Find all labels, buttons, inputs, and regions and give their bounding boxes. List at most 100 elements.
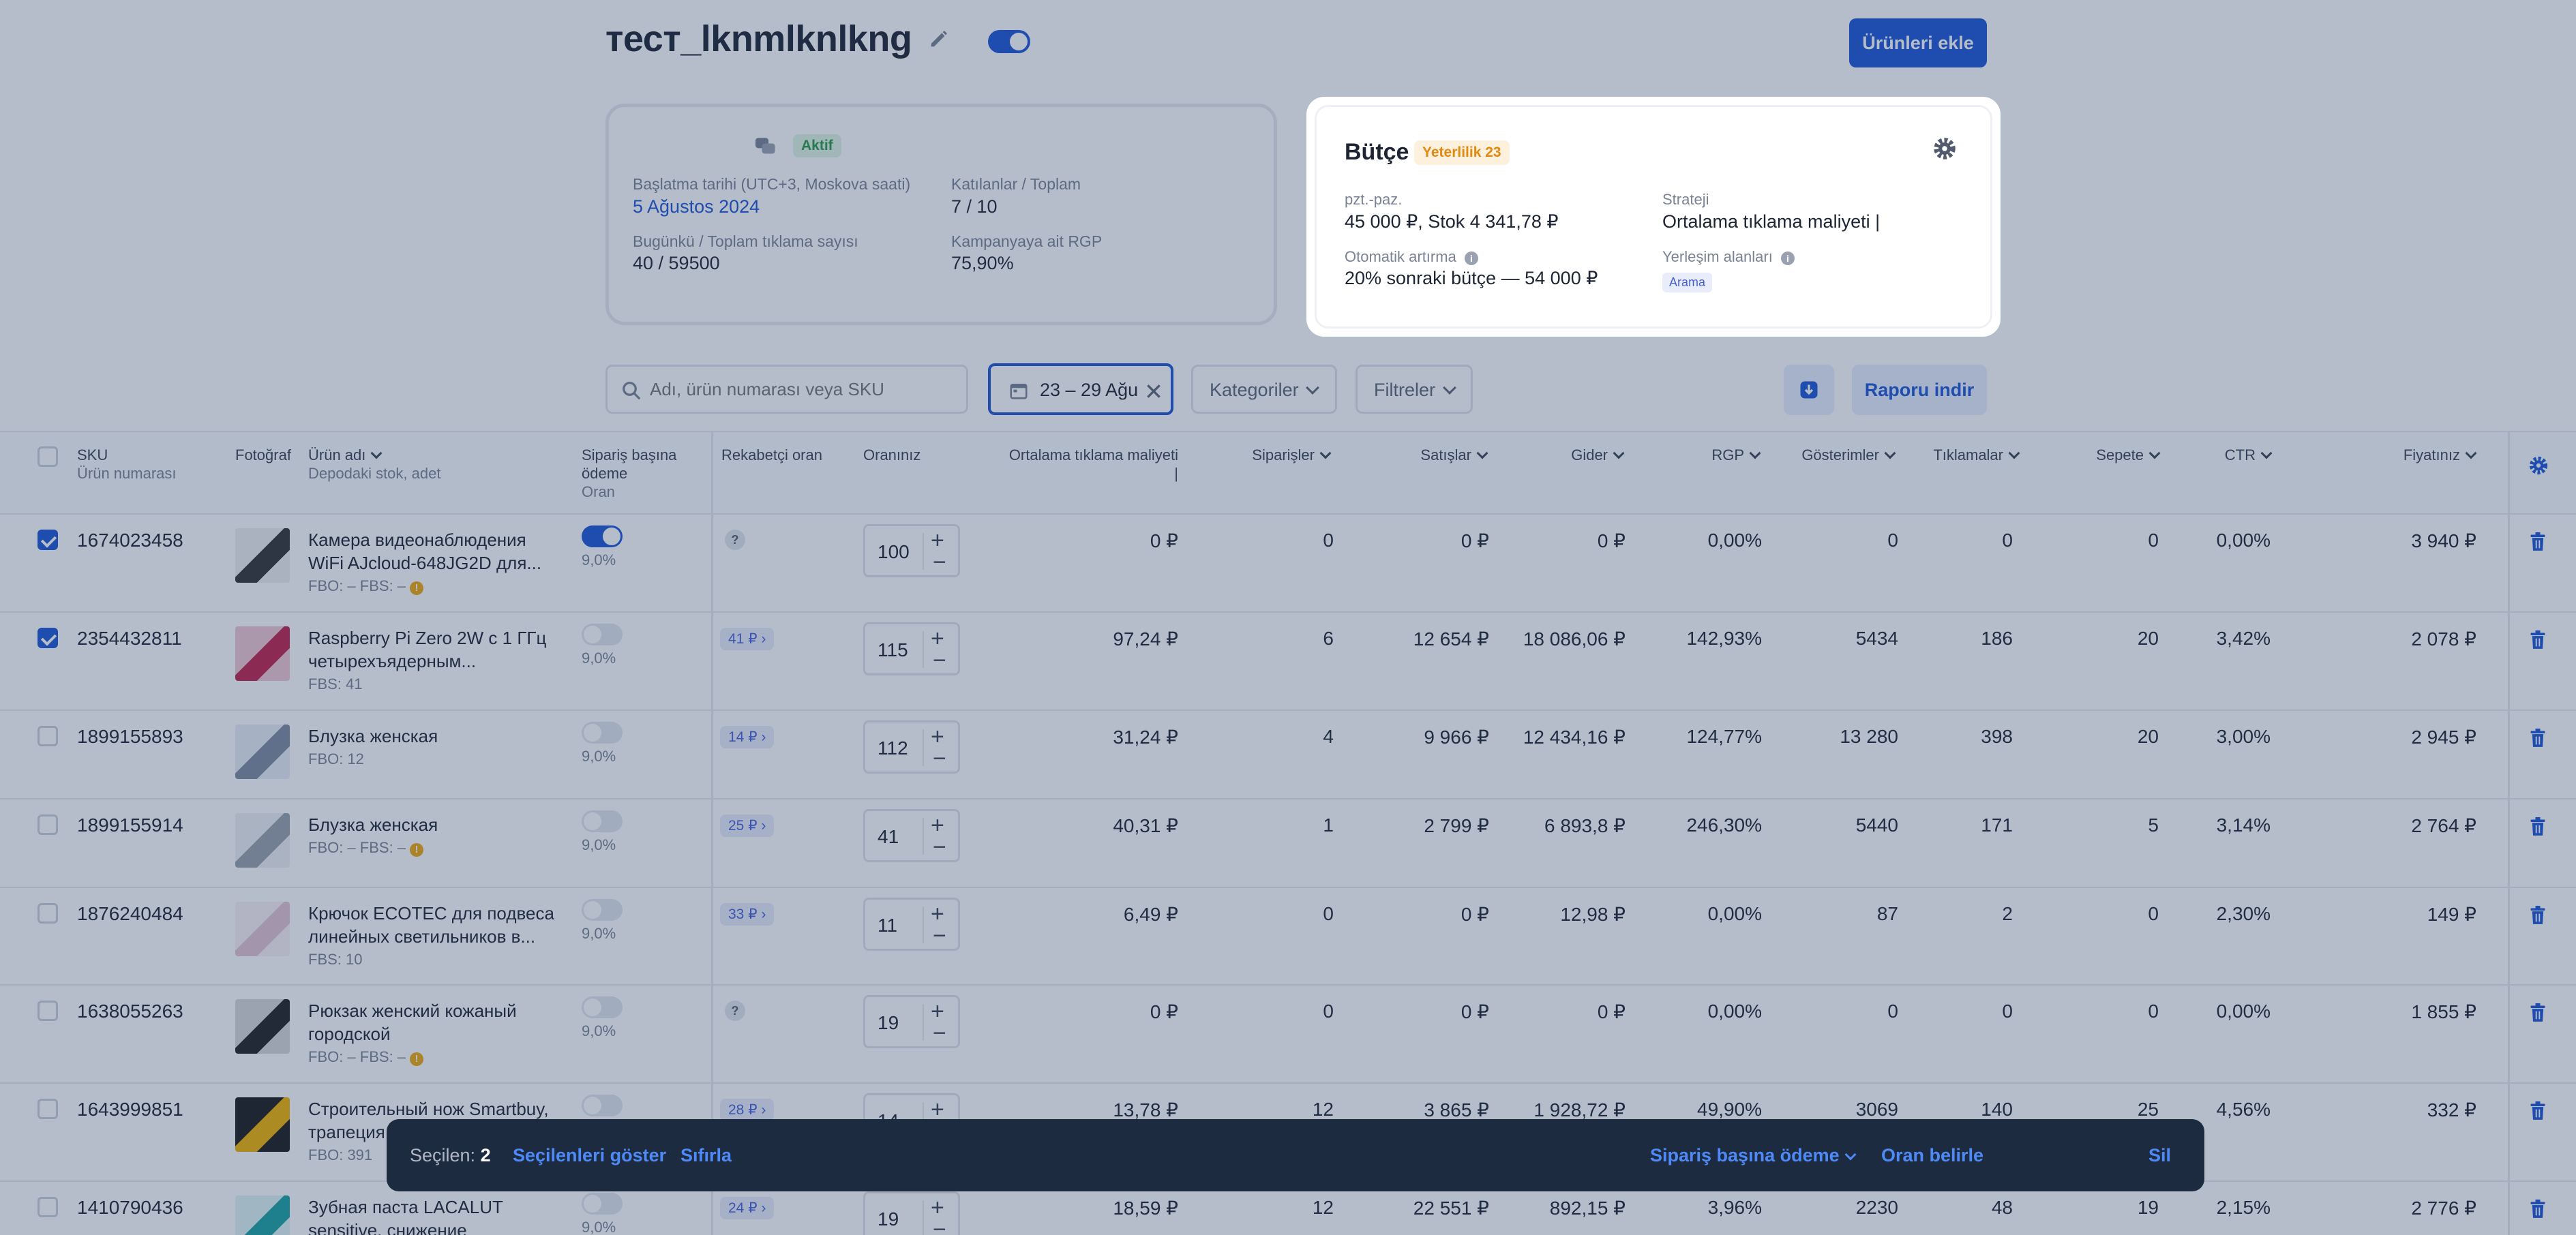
col-impressions[interactable]: Gösterimler [1773, 446, 1896, 464]
rate-stepper[interactable]: 115 + − [863, 622, 960, 675]
rate-stepper[interactable]: 11 + − [863, 898, 960, 951]
select-all-checkbox[interactable] [38, 446, 58, 467]
col-ctr[interactable]: CTR [2168, 446, 2273, 464]
rate-stepper[interactable]: 19 + − [863, 1191, 960, 1235]
download-button[interactable] [1784, 365, 1834, 415]
col-expenses[interactable]: Gider [1500, 446, 1625, 464]
product-name-line2[interactable]: WiFi AJcloud-648JG2D для... [308, 553, 542, 573]
reset-link[interactable]: Sıfırla [680, 1145, 732, 1165]
campaign-toggle[interactable] [988, 30, 1030, 53]
plus-icon[interactable]: + [931, 901, 944, 927]
product-name-line1[interactable]: Камера видеонаблюдения [308, 530, 526, 550]
pay-per-order-toggle[interactable] [582, 1193, 623, 1215]
plus-icon[interactable]: + [931, 528, 944, 553]
trash-icon[interactable] [2530, 1003, 2546, 1022]
rate-value[interactable]: 19 [878, 1208, 899, 1230]
competitor-rate-badge[interactable]: 33 ₽ › [720, 903, 775, 926]
download-report-button[interactable]: Raporu indir [1852, 365, 1987, 415]
gear-icon[interactable] [1932, 136, 1957, 161]
competitor-rate-badge[interactable]: 28 ₽ › [720, 1099, 775, 1121]
pay-per-order-toggle[interactable] [582, 624, 623, 645]
pay-per-order-toggle[interactable] [582, 1095, 623, 1116]
rate-value[interactable]: 115 [878, 639, 908, 660]
row-checkbox[interactable] [38, 814, 58, 835]
categories-dropdown[interactable]: Kategoriler [1191, 365, 1337, 414]
product-name-line1[interactable]: Блузка женская [308, 726, 438, 746]
product-name-line1[interactable]: Крючок ECOTEC для подвеса [308, 903, 554, 924]
competitor-rate-badge[interactable]: 41 ₽ › [720, 628, 775, 650]
add-products-button[interactable]: Ürünleri ekle [1849, 18, 1987, 67]
row-checkbox[interactable] [38, 628, 58, 648]
product-name-line1[interactable]: Зубная паста LACALUT [308, 1197, 503, 1217]
pay-per-order-toggle[interactable] [582, 996, 623, 1018]
row-checkbox[interactable] [38, 530, 58, 550]
trash-icon[interactable] [2530, 906, 2546, 925]
date-range-picker[interactable]: 23 – 29 Ağu [988, 363, 1173, 415]
product-name-line2[interactable]: линейных светильников в... [308, 926, 536, 947]
trash-icon[interactable] [2530, 630, 2546, 650]
pay-per-order-toggle[interactable] [582, 525, 623, 547]
row-checkbox[interactable] [38, 726, 58, 746]
row-checkbox[interactable] [38, 1001, 58, 1021]
product-name-line2[interactable]: sensitive, снижение [308, 1220, 467, 1235]
product-name-line1[interactable]: Строительный нож Smartbuy, [308, 1099, 549, 1119]
info-icon[interactable]: i [1464, 251, 1478, 265]
col-name[interactable]: Ürün adı Depodaki stok, adet [308, 446, 440, 483]
close-icon[interactable] [1145, 382, 1163, 400]
plus-icon[interactable]: + [931, 998, 944, 1024]
search-input[interactable] [650, 379, 950, 400]
rate-stepper[interactable]: 112 + − [863, 720, 960, 774]
delete-link[interactable]: Sil [2148, 1145, 2172, 1165]
col-rgp[interactable]: RGP [1636, 446, 1761, 464]
rate-value[interactable]: 100 [878, 541, 910, 562]
minus-icon[interactable]: − [933, 647, 946, 673]
pay-per-order-toggle[interactable] [582, 722, 623, 744]
pay-per-order-toggle[interactable] [582, 899, 623, 921]
product-name-line1[interactable]: Блузка женская [308, 814, 438, 835]
plus-icon[interactable]: + [931, 1195, 944, 1221]
row-checkbox[interactable] [38, 1197, 58, 1217]
pay-per-order-dropdown[interactable]: Sipariş başına ödeme [1650, 1145, 1857, 1166]
trash-icon[interactable] [2530, 532, 2546, 551]
show-selected-link[interactable]: Seçilenleri göster [513, 1145, 667, 1165]
col-price[interactable]: Fiyatınız [2318, 446, 2477, 464]
start-date-value[interactable]: 5 Ağustos 2024 [633, 196, 760, 217]
col-orders[interactable]: Siparişler [1200, 446, 1332, 464]
minus-icon[interactable]: − [933, 1217, 946, 1235]
minus-icon[interactable]: − [933, 549, 946, 575]
pencil-icon[interactable] [927, 27, 950, 50]
minus-icon[interactable]: − [933, 746, 946, 772]
rate-stepper[interactable]: 100 + − [863, 524, 960, 577]
plus-icon[interactable]: + [931, 812, 944, 838]
competitor-rate-badge[interactable]: 14 ₽ › [720, 726, 775, 748]
product-name-line1[interactable]: Рюкзак женский кожаный [308, 1001, 517, 1021]
pay-per-order-toggle[interactable] [582, 810, 623, 832]
info-icon[interactable]: i [1780, 251, 1795, 265]
filters-dropdown[interactable]: Filtreler [1356, 365, 1473, 414]
competitor-rate-badge[interactable]: 25 ₽ › [720, 814, 775, 837]
gear-icon[interactable] [2528, 455, 2549, 476]
question-icon[interactable]: ? [725, 530, 745, 550]
rate-value[interactable]: 11 [878, 915, 898, 936]
set-rate-link[interactable]: Oran belirle [1881, 1145, 1984, 1165]
plus-icon[interactable]: + [931, 1097, 944, 1123]
trash-icon[interactable] [2530, 729, 2546, 748]
product-name-line1[interactable]: Raspberry Pi Zero 2W с 1 ГГц [308, 628, 547, 648]
trash-icon[interactable] [2530, 817, 2546, 836]
col-clicks[interactable]: Tıklamalar [1902, 446, 2020, 464]
col-avg-cpc[interactable]: Ortalama tıklama maliyeti | [1002, 446, 1178, 483]
product-name-line2[interactable]: городской [308, 1024, 391, 1044]
row-checkbox[interactable] [38, 1099, 58, 1119]
rate-value[interactable]: 112 [878, 737, 908, 759]
minus-icon[interactable]: − [933, 1020, 946, 1046]
col-sku[interactable]: SKU Ürün numarası [77, 446, 177, 483]
rate-stepper[interactable]: 41 + − [863, 809, 960, 862]
rate-value[interactable]: 19 [878, 1012, 899, 1033]
minus-icon[interactable]: − [933, 834, 946, 860]
product-name-line2[interactable]: четырехъядерным... [308, 651, 477, 671]
trash-icon[interactable] [2530, 1101, 2546, 1120]
search-box[interactable] [605, 365, 968, 414]
col-cart[interactable]: Sepete [2046, 446, 2161, 464]
trash-icon[interactable] [2530, 1200, 2546, 1219]
competitor-rate-badge[interactable]: 24 ₽ › [720, 1197, 775, 1219]
